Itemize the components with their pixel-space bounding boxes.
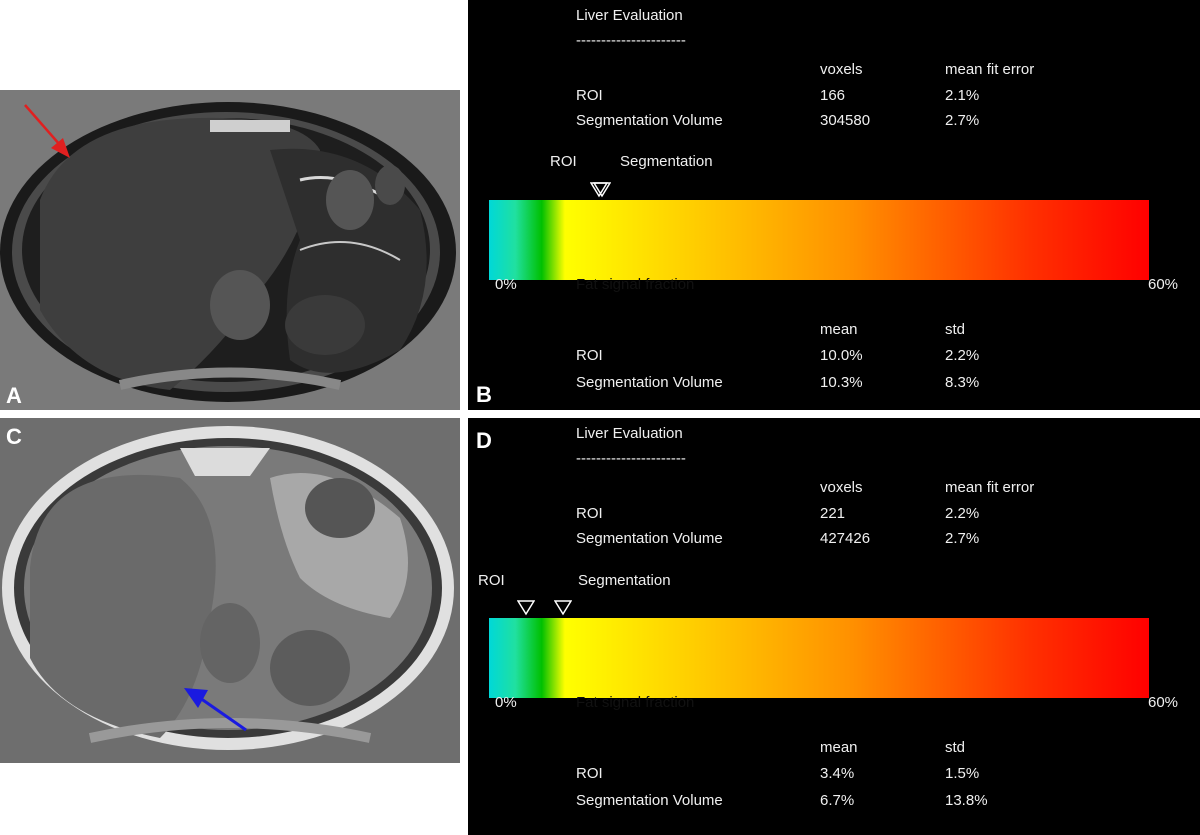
- fit-row-voxels: 304580: [820, 112, 871, 129]
- blue-arrow-icon: [184, 688, 247, 732]
- panel-title: Liver Evaluation: [576, 7, 683, 24]
- fit-row-voxels: 427426: [820, 530, 871, 547]
- panel-letter-b: B: [476, 382, 492, 407]
- fit-row-error: 2.2%: [945, 505, 980, 522]
- stats-row-label: ROI: [576, 765, 603, 782]
- panel-letter-a: A: [6, 383, 22, 408]
- scale-caption: Fat signal fraction: [576, 276, 695, 293]
- fit-row-label: Segmentation Volume: [576, 530, 723, 547]
- panel-title: Liver Evaluation: [576, 425, 683, 442]
- stats-row-label: Segmentation Volume: [576, 374, 723, 391]
- scale-max-label: 60%: [1148, 276, 1179, 293]
- fit-row-voxels: 166: [820, 87, 846, 104]
- fit-col1-header: voxels: [820, 479, 863, 496]
- fit-row-error: 2.1%: [945, 87, 980, 104]
- mri-image-c: [0, 418, 460, 763]
- stats-col2-header: std: [945, 321, 966, 338]
- stats-row-std: 13.8%: [945, 792, 988, 809]
- scale-caption: Fat signal fraction: [576, 694, 695, 711]
- roi-marker-icon: [517, 600, 536, 616]
- fit-col2-header: mean fit error: [945, 479, 1035, 496]
- panel-letter-d: D: [476, 428, 492, 453]
- scale-max-label: 60%: [1148, 694, 1179, 711]
- title-divider: ----------------------: [576, 32, 686, 49]
- segmentation-marker-label: Segmentation: [578, 572, 671, 589]
- roi-marker-label: ROI: [478, 572, 505, 589]
- stats-col1-header: mean: [820, 739, 858, 756]
- stats-row-std: 1.5%: [945, 765, 980, 782]
- segmentation-marker-icon: [593, 182, 612, 198]
- fat-fraction-color-bar: [489, 200, 1149, 280]
- roi-marker-label: ROI: [550, 153, 577, 170]
- title-divider: ----------------------: [576, 450, 686, 467]
- fat-fraction-color-bar: [489, 618, 1149, 698]
- fit-row-label: Segmentation Volume: [576, 112, 723, 129]
- stats-col2-header: std: [945, 739, 966, 756]
- scale-min-label: 0%: [495, 694, 517, 711]
- mri-image-a: [0, 90, 460, 410]
- stats-row-mean: 10.3%: [820, 374, 863, 391]
- fit-row-label: ROI: [576, 505, 603, 522]
- stats-col1-header: mean: [820, 321, 858, 338]
- stats-row-mean: 10.0%: [820, 347, 863, 364]
- stats-row-mean: 3.4%: [820, 765, 855, 782]
- liver-evaluation-panel-d: Liver Evaluation ---------------------- …: [468, 418, 1200, 835]
- stats-row-mean: 6.7%: [820, 792, 855, 809]
- segmentation-marker-icon: [553, 600, 572, 616]
- stats-row-label: ROI: [576, 347, 603, 364]
- panel-letter-c: C: [6, 424, 22, 449]
- fit-row-label: ROI: [576, 87, 603, 104]
- liver-evaluation-panel-b: Liver Evaluation ---------------------- …: [468, 0, 1200, 410]
- stats-row-std: 8.3%: [945, 374, 980, 391]
- fit-row-voxels: 221: [820, 505, 846, 522]
- fit-col2-header: mean fit error: [945, 61, 1035, 78]
- fit-col1-header: voxels: [820, 61, 863, 78]
- segmentation-marker-label: Segmentation: [620, 153, 713, 170]
- red-arrow-icon: [24, 104, 70, 158]
- fit-row-error: 2.7%: [945, 112, 980, 129]
- scale-min-label: 0%: [495, 276, 517, 293]
- fit-row-error: 2.7%: [945, 530, 980, 547]
- stats-row-std: 2.2%: [945, 347, 980, 364]
- stats-row-label: Segmentation Volume: [576, 792, 723, 809]
